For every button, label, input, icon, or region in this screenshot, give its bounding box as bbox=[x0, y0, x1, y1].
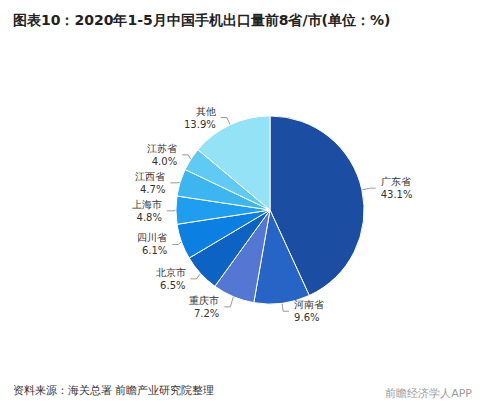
svg-text:9.6%: 9.6% bbox=[294, 312, 319, 323]
svg-text:北京市: 北京市 bbox=[156, 267, 186, 278]
svg-text:江苏省: 江苏省 bbox=[147, 143, 177, 154]
svg-text:上海市: 上海市 bbox=[132, 199, 162, 210]
svg-text:13.9%: 13.9% bbox=[184, 119, 216, 130]
svg-text:4.0%: 4.0% bbox=[152, 156, 177, 167]
svg-text:资料来源：海关总署 前瞻产业研究院整理: 资料来源：海关总署 前瞻产业研究院整理 bbox=[13, 384, 215, 397]
svg-text:43.1%: 43.1% bbox=[381, 189, 413, 200]
svg-text:河南省: 河南省 bbox=[294, 299, 324, 310]
svg-text:6.1%: 6.1% bbox=[142, 245, 167, 256]
svg-text:广东省: 广东省 bbox=[381, 176, 411, 187]
svg-text:4.8%: 4.8% bbox=[137, 212, 162, 223]
svg-text:4.7%: 4.7% bbox=[140, 184, 165, 195]
svg-text:四川省: 四川省 bbox=[137, 232, 167, 243]
svg-text:6.5%: 6.5% bbox=[160, 280, 185, 291]
svg-text:前瞻经济学人APP: 前瞻经济学人APP bbox=[385, 387, 472, 400]
svg-text:7.2%: 7.2% bbox=[194, 308, 219, 319]
svg-text:重庆市: 重庆市 bbox=[189, 295, 219, 306]
svg-text:江西省: 江西省 bbox=[135, 171, 165, 182]
svg-text:其他: 其他 bbox=[196, 106, 216, 117]
svg-text:图表10：2020年1-5月中国手机出口量前8省/市(单位：: 图表10：2020年1-5月中国手机出口量前8省/市(单位：%) bbox=[13, 12, 390, 28]
